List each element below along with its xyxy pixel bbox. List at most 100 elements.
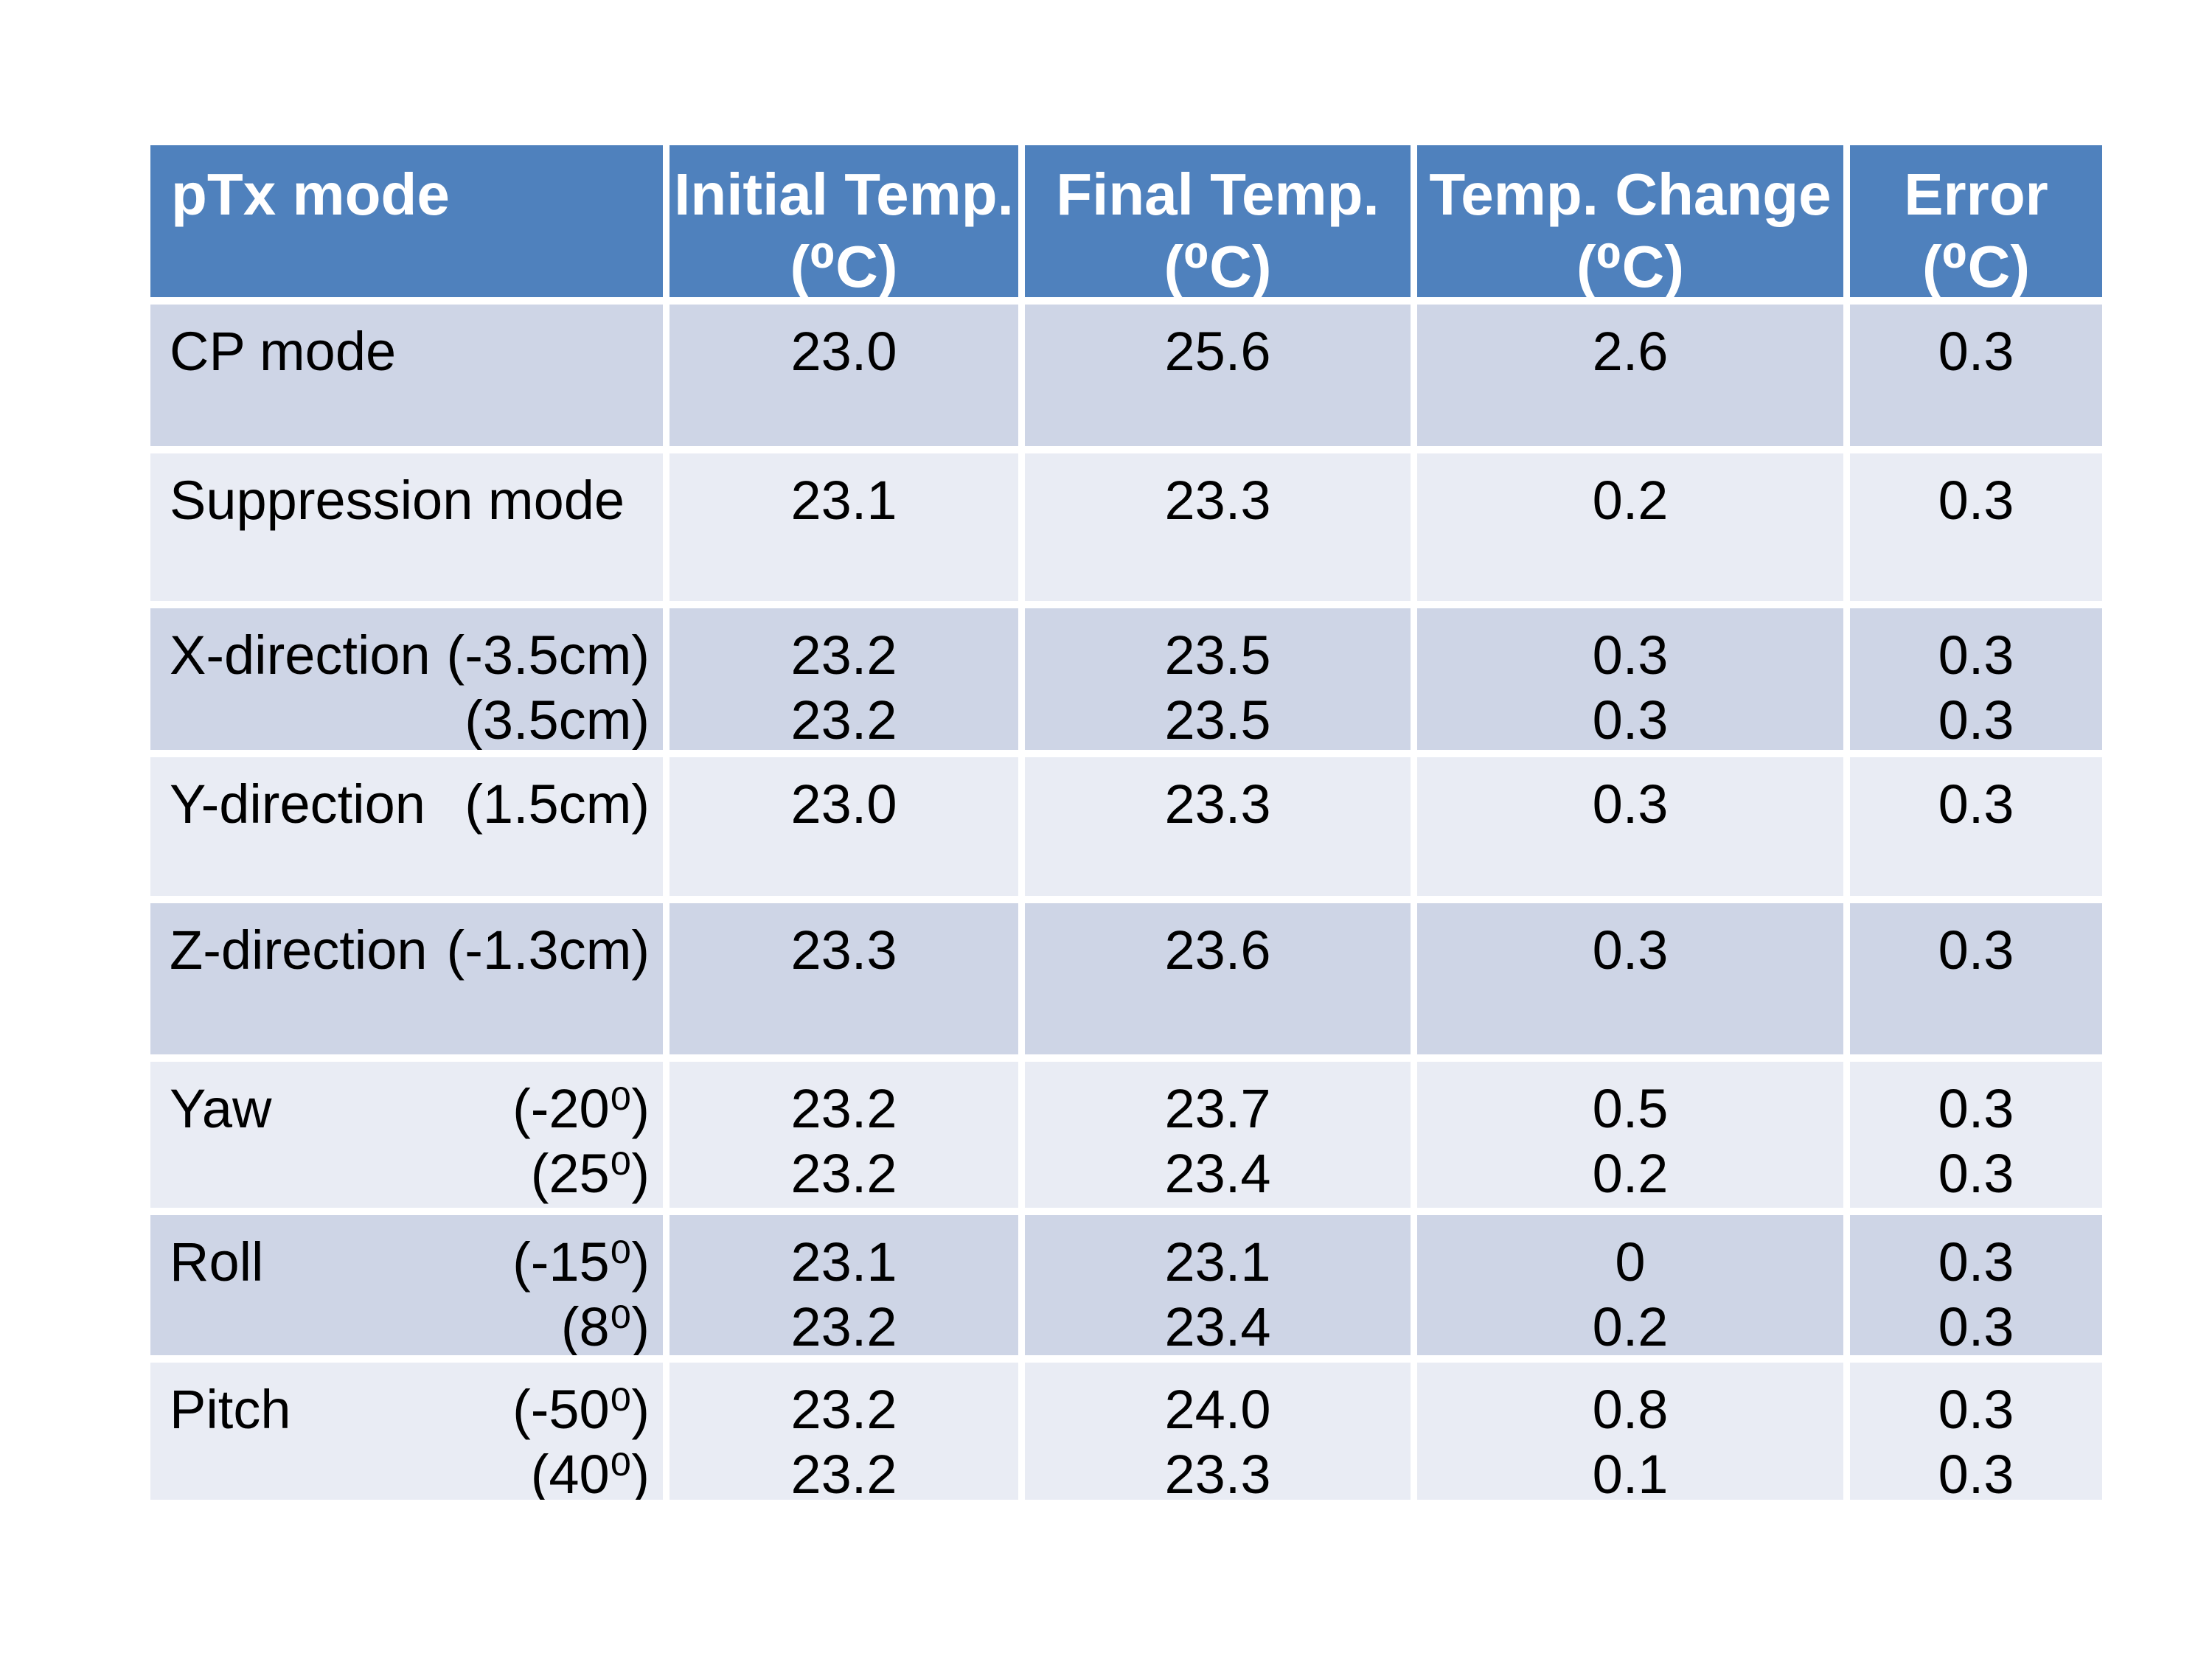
header-final-temp: Final Temp. (⁰C) (1025, 145, 1411, 297)
value: 23.2 (790, 689, 897, 750)
mode-param: (-50⁰) (512, 1379, 650, 1440)
mode-param: (1.5cm) (465, 773, 650, 835)
mode-param: (-20⁰) (512, 1078, 650, 1139)
row-y-direction-label: Y-direction (1.5cm) (150, 757, 663, 896)
value: 0.3 (1938, 1296, 2014, 1355)
value: 0.3 (1938, 773, 2014, 835)
row-cp-mode-error: 0.3 (1850, 305, 2102, 446)
row-z-direction-final: 23.6 (1025, 903, 1411, 1054)
mode-name: Pitch (170, 1379, 291, 1440)
value: 23.2 (790, 1078, 897, 1139)
row-x-direction-initial: 23.2 23.2 (669, 608, 1018, 750)
mode-name: CP mode (170, 321, 397, 382)
value: 0.2 (1592, 1143, 1669, 1204)
header-error: Error (⁰C) (1850, 145, 2102, 297)
row-pitch-change: 0.8 0.1 (1417, 1363, 1843, 1500)
mode-name: X-direction (170, 625, 431, 686)
value: 0.3 (1592, 625, 1669, 686)
value (1417, 384, 1843, 446)
value (669, 837, 1018, 896)
value: 2.6 (1592, 321, 1669, 382)
value: 23.0 (790, 321, 897, 382)
row-pitch-error: 0.3 0.3 (1850, 1363, 2102, 1500)
row-roll-final: 23.1 23.4 (1025, 1215, 1411, 1355)
mode-param: (-3.5cm) (446, 625, 650, 686)
value (1850, 384, 2102, 446)
value: 23.5 (1164, 689, 1271, 750)
header-label: Error (1904, 161, 2048, 227)
value: 0.3 (1592, 773, 1669, 835)
value: 0.3 (1938, 625, 2014, 686)
mode-name: Suppression mode (170, 470, 625, 531)
row-cp-mode-change: 2.6 (1417, 305, 1843, 446)
row-pitch-label: Pitch (-50⁰) (40⁰) (150, 1363, 663, 1500)
value: 23.3 (1164, 470, 1271, 531)
value (1417, 837, 1843, 896)
row-yaw-label: Yaw (-20⁰) (25⁰) (150, 1062, 663, 1208)
value: 0.3 (1938, 470, 2014, 531)
header-temp-change: Temp. Change (⁰C) (1417, 145, 1843, 297)
mode-name: Z-direction (170, 919, 428, 981)
row-x-direction-change: 0.3 0.3 (1417, 608, 1843, 750)
value: 23.3 (1164, 773, 1271, 835)
value: 23.5 (1164, 625, 1271, 686)
header-unit: (⁰C) (1164, 234, 1272, 297)
value: 23.2 (790, 625, 897, 686)
header-unit: (⁰C) (1576, 234, 1685, 297)
value: 23.2 (790, 1379, 897, 1440)
row-yaw-final: 23.7 23.4 (1025, 1062, 1411, 1208)
mode-param: (-15⁰) (512, 1231, 650, 1293)
value: 25.6 (1164, 321, 1271, 382)
value: 23.0 (790, 773, 897, 835)
mode-name: Roll (170, 1231, 264, 1293)
row-z-direction-label: Z-direction (-1.3cm) (150, 903, 663, 1054)
value: 0.2 (1592, 1296, 1669, 1355)
row-z-direction-change: 0.3 (1417, 903, 1843, 1054)
mode-param: (-1.3cm) (446, 919, 650, 981)
value: 23.6 (1164, 919, 1271, 981)
header-label: Temp. Change (1429, 161, 1832, 227)
row-y-direction-error: 0.3 (1850, 757, 2102, 896)
value (669, 384, 1018, 446)
row-suppression-initial: 23.1 (669, 453, 1018, 601)
value: 23.4 (1164, 1296, 1271, 1355)
value: 0.3 (1938, 1444, 2014, 1500)
value: 24.0 (1164, 1379, 1271, 1440)
value: 23.1 (790, 1231, 897, 1293)
value (1850, 533, 2102, 598)
value (1417, 983, 1843, 1048)
value: 23.1 (790, 470, 897, 531)
value: 0.3 (1592, 689, 1669, 750)
ptx-temperature-table: pTx mode Initial Temp. (⁰C) Final Temp. … (150, 145, 2102, 1500)
value: 0.1 (1592, 1444, 1669, 1500)
value: 23.1 (1164, 1231, 1271, 1293)
row-suppression-error: 0.3 (1850, 453, 2102, 601)
header-label: pTx mode (171, 161, 450, 227)
value: 23.2 (790, 1444, 897, 1500)
value (1025, 384, 1411, 446)
row-cp-mode-label: CP mode (150, 305, 663, 446)
row-z-direction-error: 0.3 (1850, 903, 2102, 1054)
row-pitch-final: 24.0 23.3 (1025, 1363, 1411, 1500)
mode-param: (40⁰) (530, 1444, 650, 1500)
row-roll-label: Roll (-15⁰) (8⁰) (150, 1215, 663, 1355)
value: 0.2 (1592, 470, 1669, 531)
mode-param: (8⁰) (560, 1296, 650, 1355)
row-suppression-final: 23.3 (1025, 453, 1411, 601)
value: 23.2 (790, 1143, 897, 1204)
value (1850, 983, 2102, 1048)
value: 0.3 (1938, 1231, 2014, 1293)
row-cp-mode-initial: 23.0 (669, 305, 1018, 446)
value (1025, 533, 1411, 598)
value: 0.3 (1938, 1078, 2014, 1139)
value: 23.3 (1164, 1444, 1271, 1500)
value: 23.2 (790, 1296, 897, 1355)
value: 0.3 (1938, 689, 2014, 750)
row-y-direction-initial: 23.0 (669, 757, 1018, 896)
mode-name: Yaw (170, 1078, 272, 1139)
value: 0.8 (1592, 1379, 1669, 1440)
row-pitch-initial: 23.2 23.2 (669, 1363, 1018, 1500)
row-x-direction-error: 0.3 0.3 (1850, 608, 2102, 750)
value: 23.3 (790, 919, 897, 981)
